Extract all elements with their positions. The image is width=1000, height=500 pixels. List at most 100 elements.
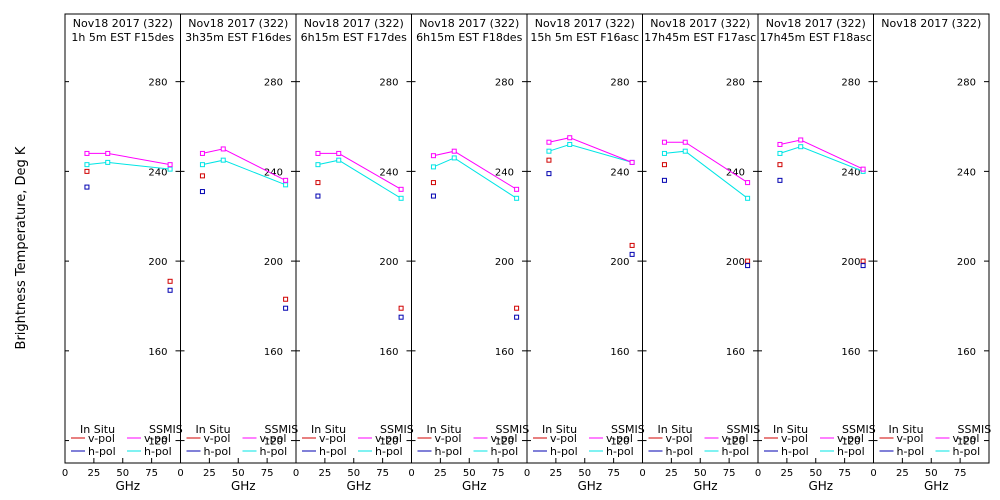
panel-title: Nov18 2017 (322) xyxy=(188,17,288,30)
insitu-hpol-point xyxy=(514,314,520,320)
y-tick-label: 120 xyxy=(841,437,860,448)
insitu-vpol-point xyxy=(860,258,866,264)
insitu-hpol-point xyxy=(84,184,90,190)
legend-insitu-hpol-label: h-pol xyxy=(550,445,578,458)
legend-ssmis-header: SSMIS xyxy=(842,423,876,436)
ssmis-hpol-line xyxy=(548,143,633,163)
y-tick-label: 120 xyxy=(379,437,398,448)
panel-title: Nov18 2017 (322) xyxy=(881,17,981,30)
legend-insitu-header: In Situ xyxy=(196,423,231,436)
y-tick-label: 200 xyxy=(726,257,745,268)
insitu-vpol-point xyxy=(199,173,205,179)
panel-5: Nov18 2017 (322)15h 5m EST F16asc 120 160 2… xyxy=(524,13,645,493)
insitu-hpol-point xyxy=(860,263,866,269)
legend-ssmis-header: SSMIS xyxy=(611,423,645,436)
legend-ssmis-vpol-label: v-pol xyxy=(144,432,171,445)
panel-title: Nov18 2017 (322) xyxy=(535,17,635,30)
panel-title: Nov18 2017 (322) xyxy=(766,17,866,30)
legend-ssmis-hpol-label: h-pol xyxy=(491,445,519,458)
y-tick-label: 200 xyxy=(148,257,167,268)
legend-insitu-vpol-label: v-pol xyxy=(666,432,693,445)
x-tick-label: 50 xyxy=(347,468,360,479)
y-tick-label: 200 xyxy=(264,257,283,268)
insitu-hpol-point xyxy=(629,251,635,257)
legend-insitu-header: In Situ xyxy=(311,423,346,436)
y-tick-label: 240 xyxy=(495,167,514,178)
x-tick-label: 75 xyxy=(954,468,967,479)
x-tick-label: 0 xyxy=(62,468,68,479)
legend-insitu-hpol-label: h-pol xyxy=(319,445,347,458)
legend-insitu-vpol-label: v-pol xyxy=(897,432,924,445)
y-tick-label: 120 xyxy=(957,437,976,448)
x-axis-label: GHz xyxy=(462,479,487,493)
ssmis-hpol-point xyxy=(84,162,90,168)
x-tick-label: 25 xyxy=(319,468,332,479)
x-tick-label: 25 xyxy=(203,468,216,479)
ssmis-vpol-point xyxy=(860,166,866,172)
x-tick-label: 0 xyxy=(870,468,876,479)
legend-insitu-hpol-label: h-pol xyxy=(666,445,694,458)
y-tick-label: 280 xyxy=(726,78,745,89)
ssmis-hpol-point xyxy=(336,157,342,163)
ssmis-hpol-point xyxy=(514,195,520,201)
x-tick-label: 75 xyxy=(145,468,158,479)
insitu-vpol-point xyxy=(84,168,90,174)
legend-insitu-header: In Situ xyxy=(427,423,462,436)
ssmis-hpol-point xyxy=(777,150,783,156)
insitu-vpol-point xyxy=(167,278,173,284)
ssmis-vpol-point xyxy=(84,150,90,156)
y-tick-label: 280 xyxy=(957,78,976,89)
x-axis-label: GHz xyxy=(231,479,256,493)
legend-ssmis-header: SSMIS xyxy=(727,423,761,436)
x-tick-label: 75 xyxy=(607,468,620,479)
ssmis-hpol-point xyxy=(430,164,436,170)
x-tick-label: 50 xyxy=(925,468,938,479)
y-tick-label: 280 xyxy=(148,78,167,89)
panel-7: Nov18 2017 (322)17h45m EST F18asc 120 160 2… xyxy=(755,13,876,493)
x-tick-label: 75 xyxy=(492,468,505,479)
ssmis-vpol-point xyxy=(451,148,457,154)
y-tick-label: 240 xyxy=(726,167,745,178)
legend-ssmis-vpol-label: v-pol xyxy=(491,432,518,445)
x-tick-label: 0 xyxy=(755,468,761,479)
ssmis-vpol-point xyxy=(199,150,205,156)
legend-insitu-vpol-label: v-pol xyxy=(550,432,577,445)
panels-group: Nov18 2017 (322)1h 5m EST F15des12016020… xyxy=(62,13,991,493)
y-tick-label: 120 xyxy=(610,437,629,448)
x-tick-label: 25 xyxy=(896,468,909,479)
y-tick-label: 160 xyxy=(726,347,745,358)
y-tick-label: 200 xyxy=(379,257,398,268)
legend-ssmis-hpol-label: h-pol xyxy=(722,445,750,458)
y-tick-label: 200 xyxy=(495,257,514,268)
insitu-vpol-point xyxy=(745,258,751,264)
panel-title: Nov18 2017 (322) xyxy=(419,17,519,30)
panel-title: Nov18 2017 (322) xyxy=(73,17,173,30)
panel-8: Nov18 2017 (322) 120 160 200 240 280 0 25 50 75 GH… xyxy=(870,13,991,493)
ssmis-vpol-point xyxy=(682,139,688,145)
x-tick-label: 50 xyxy=(578,468,591,479)
y-tick-label: 240 xyxy=(264,167,283,178)
insitu-vpol-point xyxy=(315,180,321,186)
y-tick-label: 120 xyxy=(264,437,283,448)
legend-ssmis-hpol-label: h-pol xyxy=(144,445,172,458)
ssmis-hpol-point xyxy=(661,150,667,156)
ssmis-hpol-point xyxy=(283,182,289,188)
panel-subtitle: 3h35m EST F16des xyxy=(185,31,291,44)
y-tick-label: 160 xyxy=(957,347,976,358)
insitu-hpol-point xyxy=(546,171,552,177)
insitu-hpol-point xyxy=(398,314,404,320)
y-tick-label: 280 xyxy=(495,78,514,89)
y-tick-label: 200 xyxy=(610,257,629,268)
legend-ssmis-header: SSMIS xyxy=(496,423,530,436)
ssmis-vpol-point xyxy=(777,141,783,147)
x-tick-label: 50 xyxy=(463,468,476,479)
ssmis-vpol-point xyxy=(567,135,573,141)
ssmis-hpol-point xyxy=(167,166,173,172)
panel-subtitle: 6h15m EST F17des xyxy=(301,31,407,44)
insitu-vpol-point xyxy=(661,162,667,168)
x-axis-label: GHz xyxy=(346,479,371,493)
y-tick-label: 160 xyxy=(841,347,860,358)
legend-insitu-header: In Situ xyxy=(889,423,924,436)
insitu-vpol-point xyxy=(514,305,520,311)
ssmis-hpol-point xyxy=(398,195,404,201)
